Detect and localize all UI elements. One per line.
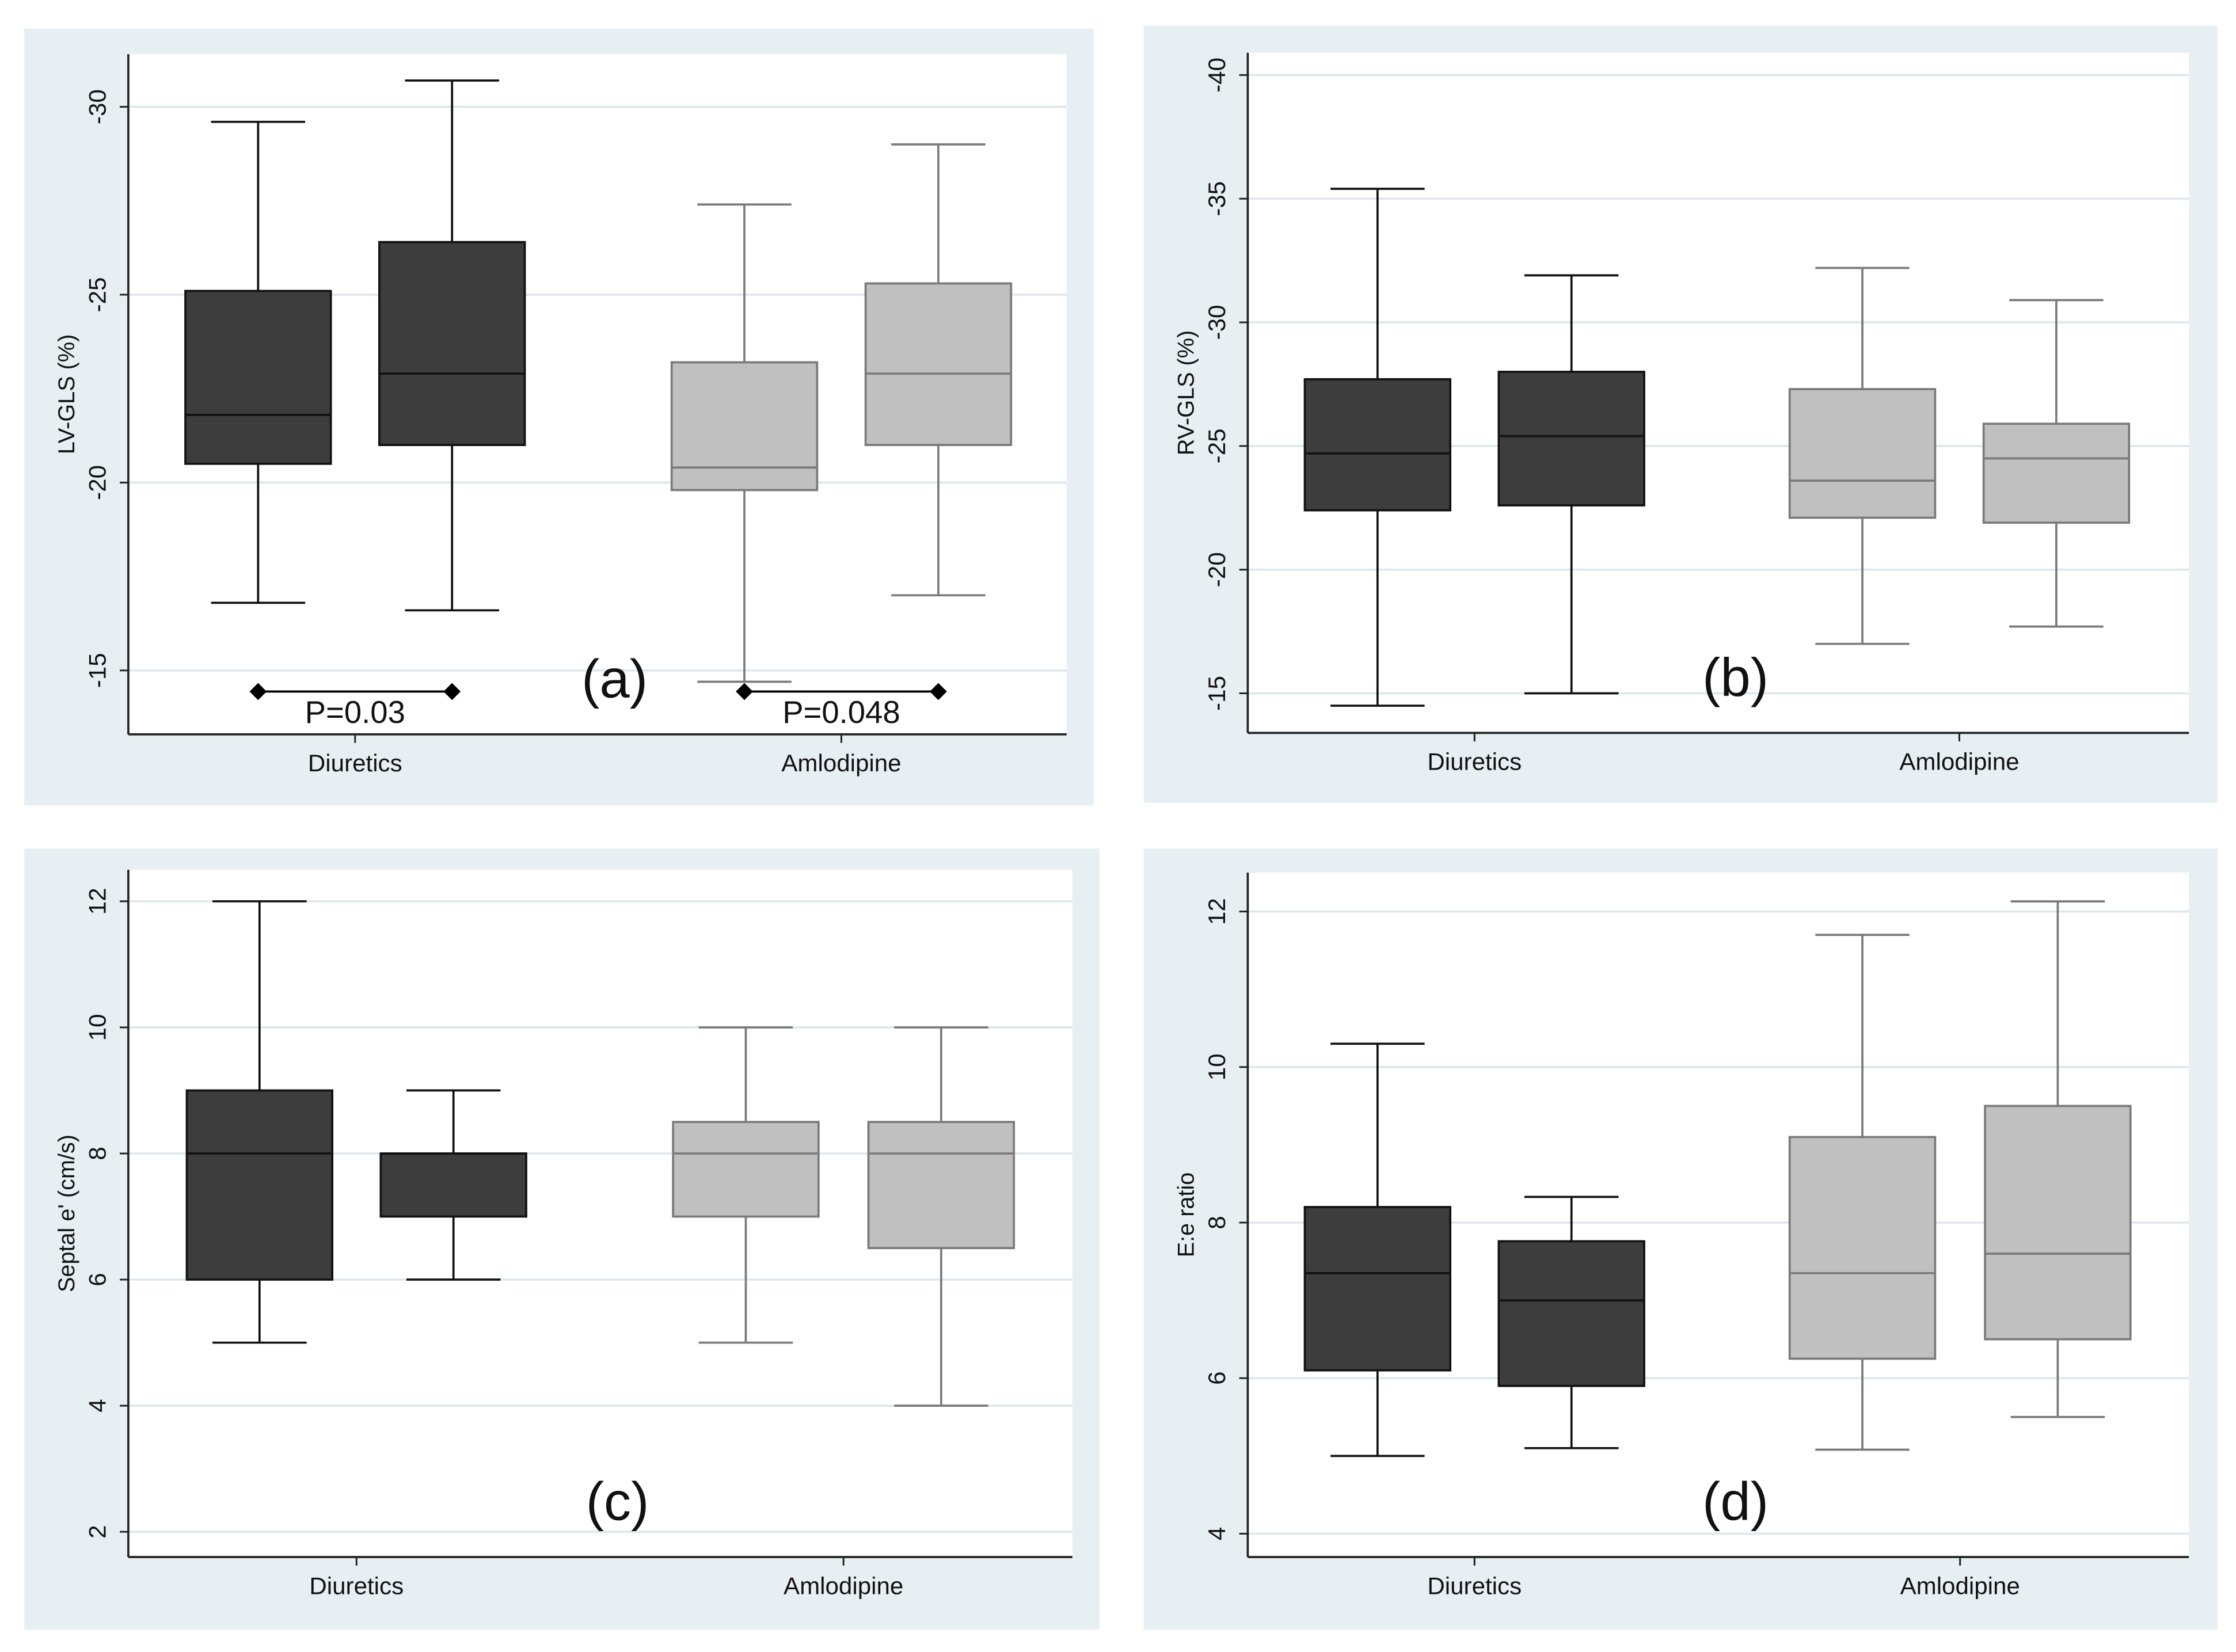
box [378,241,526,446]
x-tick-label: Amlodipine [1899,748,2019,775]
box [672,1121,820,1218]
panel: 4 6 8 10 12 E:e ratio Diuretics Amlodipine (d) [1143,848,2218,1630]
box [867,1121,1016,1250]
y-axis-label: Septal e' (cm/s) [54,1135,79,1292]
p-bracket-end [930,683,947,701]
y-tick-label: -15 [83,653,111,688]
panel-label: (b) [1702,647,1769,707]
y-tick-label: -30 [1203,305,1230,340]
x-tick-label: Amlodipine [1900,1572,2020,1599]
x-tick-label: Diuretics [1427,748,1522,775]
p-value: P=0.03 [305,695,405,730]
y-tick-label: 10 [83,1014,111,1041]
panel: 2 4 6 8 10 12 Septal e' (cm/s) Diuretics Amlodip… [24,848,1100,1630]
y-tick-label: -20 [1203,552,1230,587]
box [1788,388,1937,519]
panel: -40 -35 -30 -25 -20 -15 RV-GLS (%) Diuretics Aml… [1143,25,2218,803]
box [185,1089,334,1281]
y-tick-label: 10 [1203,1053,1230,1080]
y-tick-label: 8 [1203,1216,1230,1229]
x-tick-label: Diuretics [308,749,402,776]
p-bracket-end [736,683,753,701]
y-tick-label: -25 [1203,428,1230,463]
y-tick-label: -15 [1203,676,1230,711]
x-tick-label: Amlodipine [784,1572,903,1599]
box [379,1152,527,1218]
panel: -30 -25 -20 -15 LV-GLS (%) Diuretics Amlodipin… [24,28,1094,806]
p-value: P=0.048 [782,695,900,730]
p-bracket-end [249,683,267,701]
x-tick-label: Amlodipine [781,749,901,776]
box [1788,1136,1937,1360]
y-axis-label: RV-GLS (%) [1173,330,1199,455]
y-axis-label: LV-GLS (%) [54,334,79,454]
box [184,290,332,465]
y-tick-label: -20 [83,465,111,500]
y-tick-label: 4 [83,1399,111,1412]
panel-label: (a) [581,648,648,709]
box [864,282,1013,446]
panel-label: (c) [586,1471,649,1532]
box [1982,422,2131,524]
y-tick-label: -30 [83,89,111,124]
y-tick-label: -35 [1203,181,1230,216]
y-tick-label: -25 [83,277,111,313]
y-tick-label: 4 [1203,1527,1230,1540]
box [670,361,819,492]
panel-label: (d) [1702,1471,1769,1532]
y-tick-label: 2 [83,1525,111,1538]
y-tick-label: 6 [1203,1372,1230,1385]
y-tick-label: 6 [83,1273,111,1286]
y-tick-label: 12 [1203,898,1230,925]
y-tick-label: 12 [83,888,111,915]
x-tick-label: Diuretics [309,1572,404,1599]
box [1303,1206,1452,1372]
x-tick-label: Diuretics [1427,1572,1522,1599]
box [1497,371,1645,507]
y-axis-label: E:e ratio [1173,1173,1199,1258]
y-tick-label: 8 [83,1147,111,1160]
box [1303,378,1452,512]
box [1984,1105,2132,1341]
y-tick-label: -40 [1203,58,1230,93]
box [1497,1240,1645,1387]
